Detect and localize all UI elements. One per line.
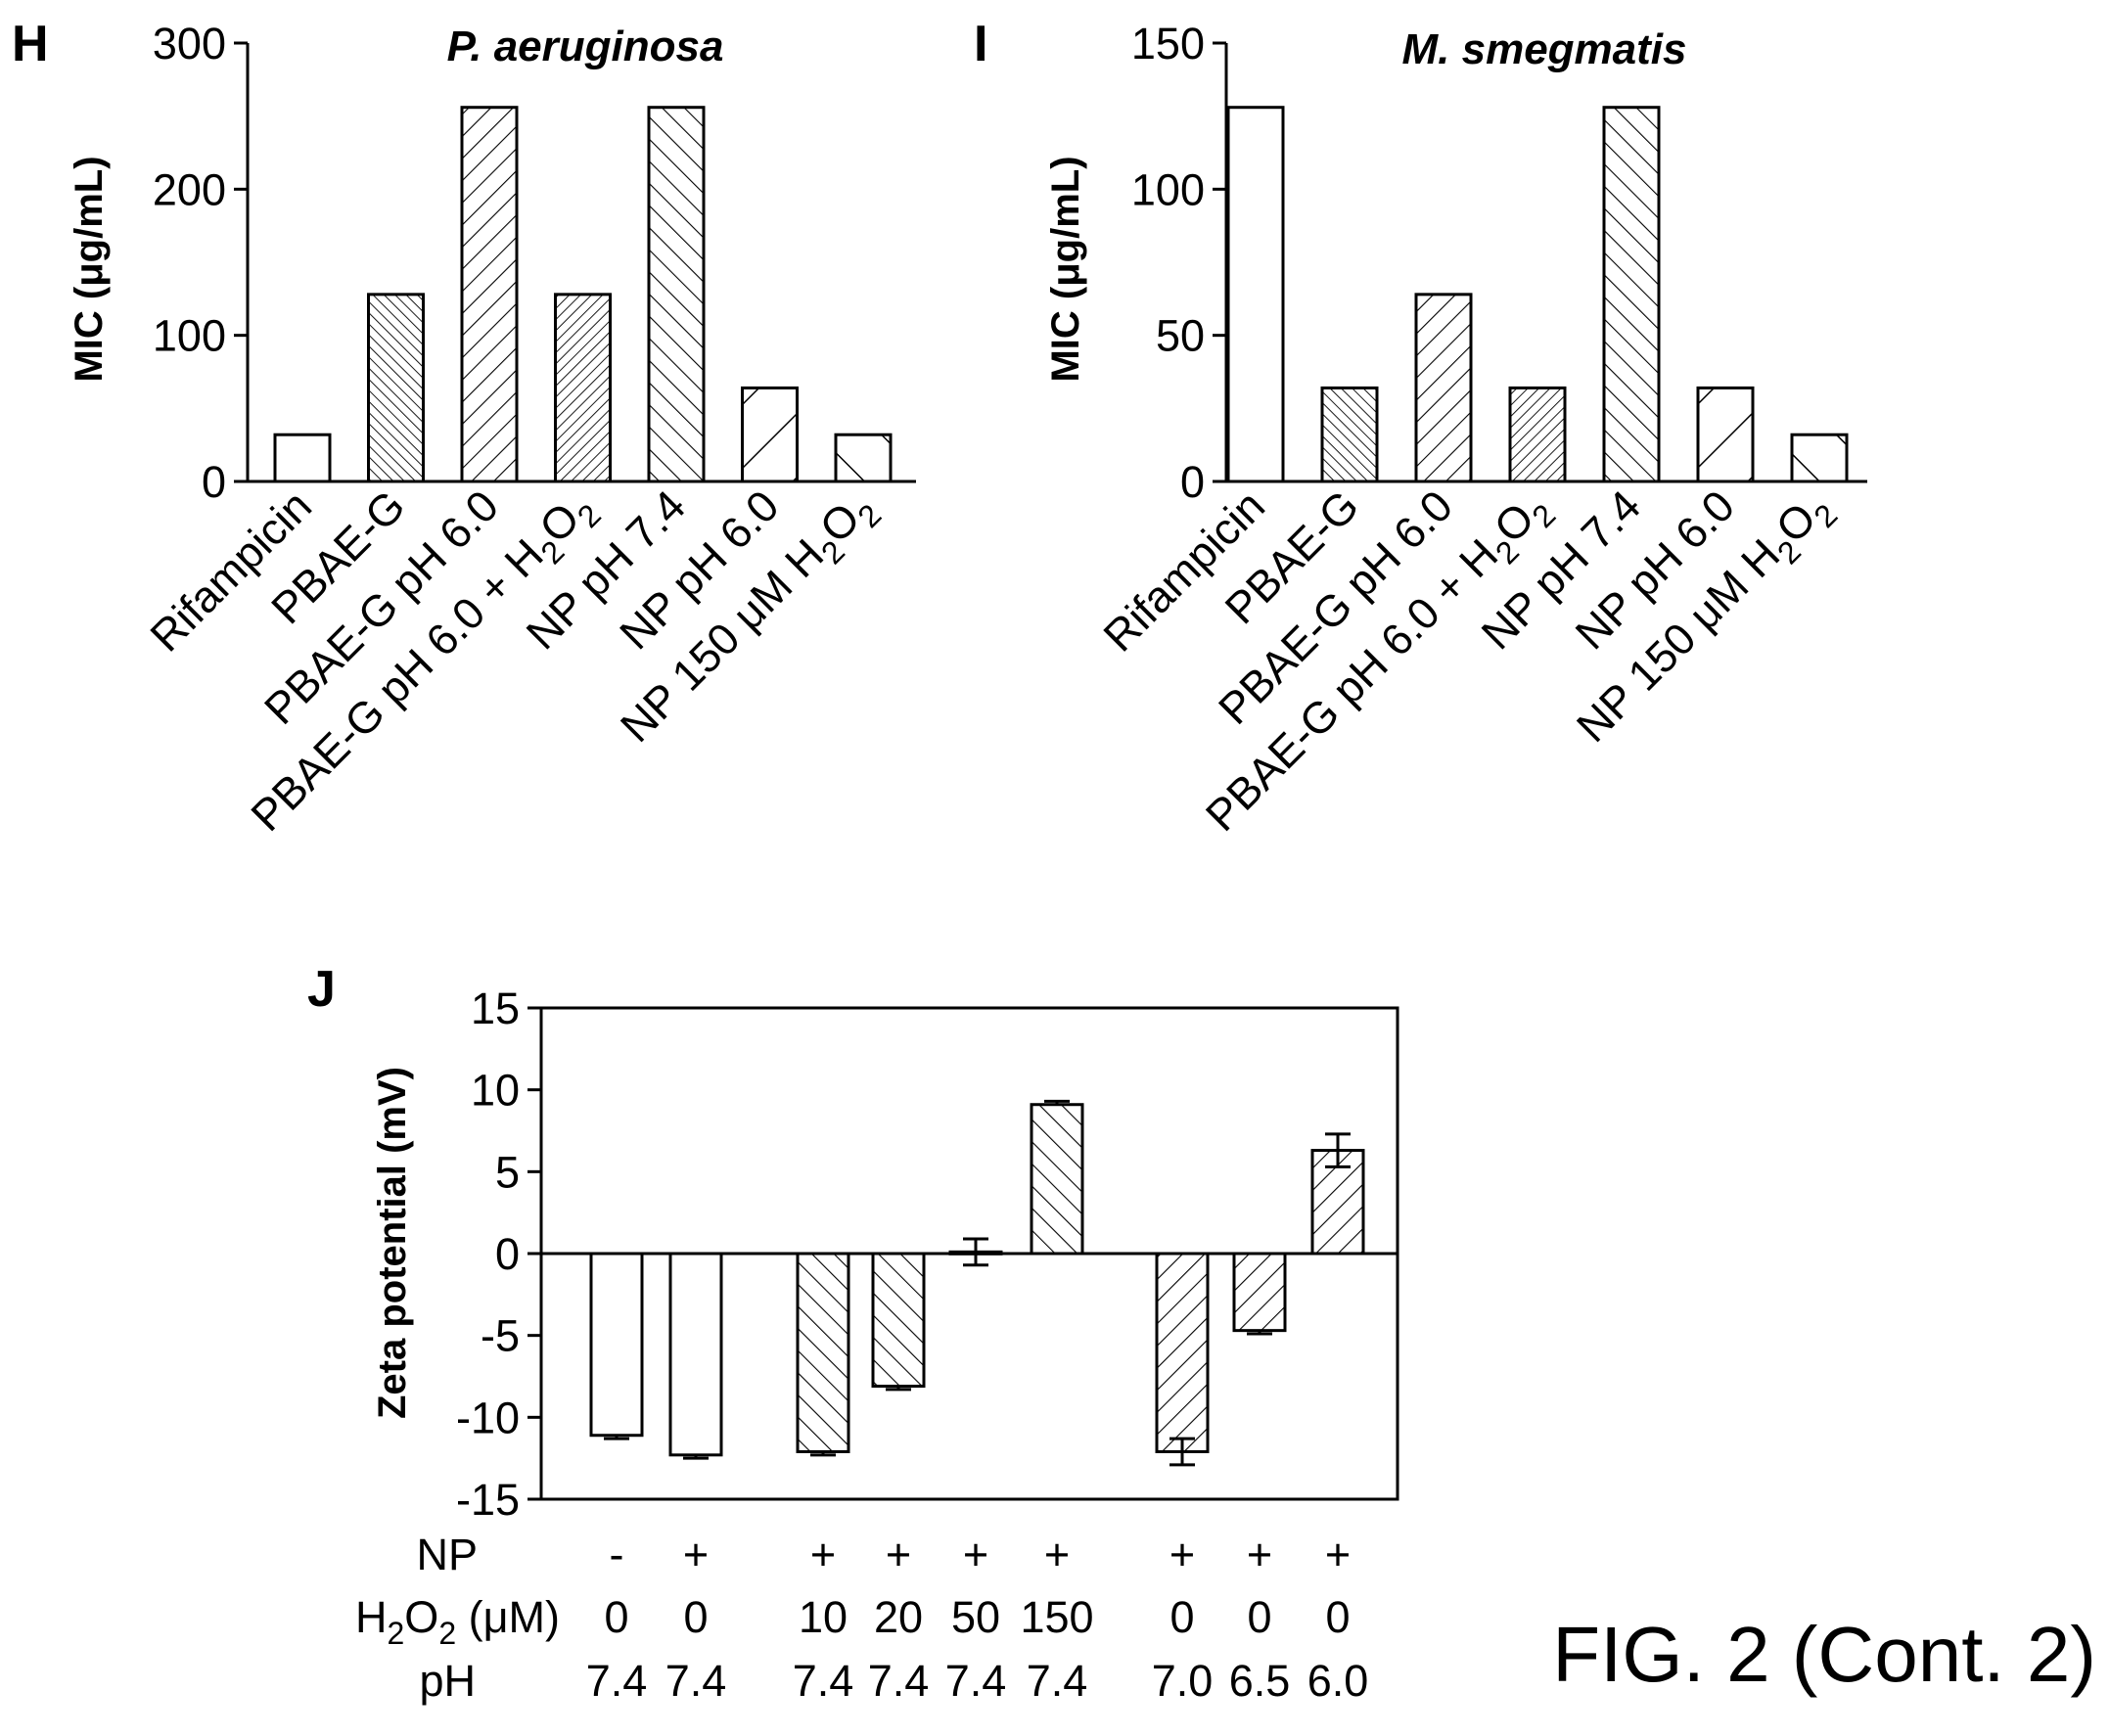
chart-h-bar xyxy=(647,106,706,483)
panel-label-h: H xyxy=(12,16,49,72)
chart-i-bar xyxy=(1602,106,1661,483)
chart-j-np-value: + xyxy=(1044,1530,1070,1579)
chart-h-bar xyxy=(554,293,612,483)
chart-j-np-value: + xyxy=(1247,1530,1272,1579)
chart-i-y-tick-label: 50 xyxy=(1156,311,1205,361)
figure-label: FIG. 2 (Cont. 2) xyxy=(1552,1611,2096,1698)
chart-i-bar xyxy=(1414,293,1473,483)
chart-j-ph-value: 7.4 xyxy=(1027,1656,1088,1706)
chart-h-bar xyxy=(273,433,332,483)
chart-j-y-tick-label: 0 xyxy=(495,1229,520,1279)
chart-i-bar xyxy=(1696,386,1755,483)
chart-i-y-tick-label: 100 xyxy=(1131,164,1205,214)
chart-j-np-value: - xyxy=(610,1530,624,1579)
chart-j-np-value: + xyxy=(886,1530,911,1579)
chart-j-bar xyxy=(796,1252,850,1453)
chart-j: -15 -10 -5 0 5 10 15 - 0 7.4 +0 7.4 +10 7.4 +20 7.4 +50 7… xyxy=(456,983,1399,1706)
chart-h-y-tick-label: 200 xyxy=(153,164,226,214)
chart-i-bar xyxy=(1226,106,1285,483)
chart-i-bar xyxy=(1790,433,1849,483)
chart-h-y-tick-label: 100 xyxy=(153,311,226,361)
row-label-np: NP xyxy=(416,1530,478,1579)
chart-h-bar xyxy=(367,293,425,483)
chart-j-h2o2-value: 10 xyxy=(799,1592,848,1642)
chart-h-bar xyxy=(460,106,519,483)
chart-j-ph-value: 7.4 xyxy=(868,1656,930,1706)
row-label-ph: pH xyxy=(419,1656,476,1706)
chart-j-h2o2-value: 20 xyxy=(874,1592,923,1642)
chart-j-h2o2-value: 50 xyxy=(951,1592,1000,1642)
chart-j-h2o2-value: 0 xyxy=(1247,1592,1271,1642)
chart-j-ph-value: 7.4 xyxy=(586,1656,648,1706)
chart-i-y-tick-label: 0 xyxy=(1180,457,1205,507)
chart-j-bar xyxy=(1030,1103,1084,1256)
chart-j-y-tick-label: 10 xyxy=(471,1066,520,1116)
chart-j-h2o2-value: 0 xyxy=(604,1592,628,1642)
chart-j-ph-value: 7.4 xyxy=(665,1656,727,1706)
chart-h-y-tick-label: 0 xyxy=(202,457,226,507)
chart-j-y-tick-label: 15 xyxy=(471,983,520,1033)
chart-j-np-value: + xyxy=(683,1530,709,1579)
chart-h-y-axis-label: MIC (μg/mL) xyxy=(68,156,111,382)
chart-j-y-tick-label: -5 xyxy=(481,1311,520,1361)
chart-j-np-value: + xyxy=(963,1530,988,1579)
chart-i-title: M. smegmatis xyxy=(1402,25,1687,73)
chart-j-np-value: + xyxy=(1169,1530,1195,1579)
chart-h-bar xyxy=(741,386,799,483)
chart-j-bar xyxy=(589,1252,644,1438)
chart-j-y-axis-label: Zeta potential (mV) xyxy=(371,1067,414,1419)
chart-j-ph-value: 7.4 xyxy=(945,1656,1007,1706)
chart-h-title: P. aeruginosa xyxy=(447,23,724,70)
chart-j-h2o2-value: 0 xyxy=(1169,1592,1194,1642)
chart-j-np-value: + xyxy=(1325,1530,1351,1579)
chart-j-y-tick-label: -10 xyxy=(456,1393,520,1442)
chart-i-y-axis-label: MIC (μg/mL) xyxy=(1044,156,1087,382)
chart-j-bar xyxy=(1232,1252,1287,1333)
chart-j-ph-value: 7.0 xyxy=(1152,1656,1214,1706)
panel-label-i: I xyxy=(974,16,987,72)
chart-j-ph-value: 6.0 xyxy=(1307,1656,1369,1706)
chart-j-np-value: + xyxy=(810,1530,836,1579)
chart-i-bar xyxy=(1320,386,1379,483)
chart-j-bar xyxy=(871,1252,926,1389)
chart-j-ph-value: 6.5 xyxy=(1229,1656,1291,1706)
panel-label-j: J xyxy=(307,961,336,1018)
chart-i-y-tick-label: 150 xyxy=(1131,19,1205,69)
chart-j-h2o2-value: 0 xyxy=(683,1592,708,1642)
chart-i-bar xyxy=(1508,386,1567,483)
chart-j-h2o2-value: 0 xyxy=(1325,1592,1350,1642)
chart-j-bar xyxy=(1155,1252,1210,1453)
chart-j-ph-value: 7.4 xyxy=(793,1656,854,1706)
chart-h-bar xyxy=(834,433,893,483)
chart-j-bar xyxy=(668,1252,723,1457)
chart-j-y-tick-label: 5 xyxy=(495,1147,520,1197)
chart-j-y-tick-label: -15 xyxy=(456,1475,520,1525)
row-label-h2o2: H2O2 (μM) xyxy=(355,1592,560,1651)
chart-j-h2o2-value: 150 xyxy=(1020,1592,1093,1642)
chart-h-y-tick-label: 300 xyxy=(153,19,226,69)
